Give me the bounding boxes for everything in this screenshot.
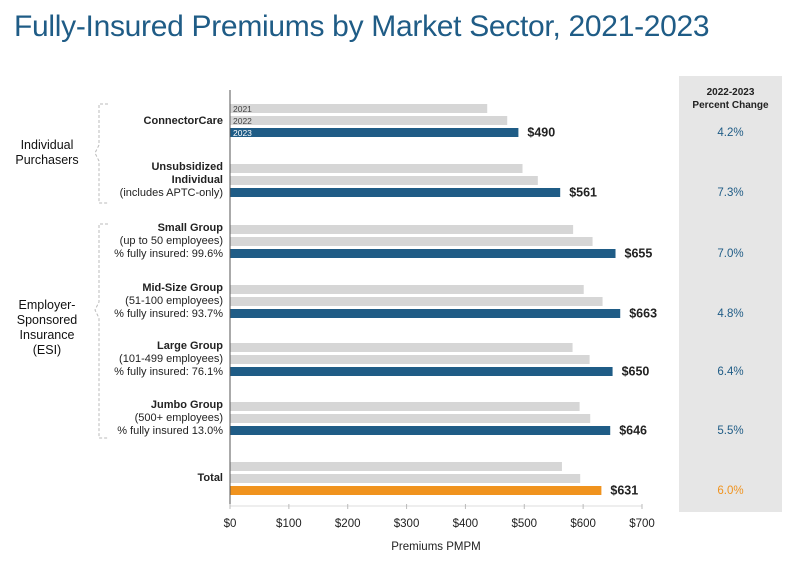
bar-2022	[230, 297, 603, 306]
category-label-line: Small Group	[157, 222, 223, 234]
category-label-line: Individual	[171, 174, 223, 186]
percent-change-value: 7.0%	[717, 248, 744, 260]
data-label-2023: $490	[527, 126, 555, 140]
percent-change-header: 2022-2023 Percent Change	[679, 86, 782, 112]
data-label-2023: $631	[610, 484, 638, 498]
data-label-2023: $663	[629, 307, 657, 321]
bar-2021	[230, 104, 488, 113]
category-label-line: Jumbo Group	[150, 399, 223, 411]
data-label-2023: $650	[622, 365, 650, 379]
bar-2022	[230, 474, 581, 483]
data-label-2023: $561	[569, 186, 597, 200]
category-label-line: (500+ employees)	[134, 412, 223, 424]
data-label-2023: $646	[619, 424, 647, 438]
bar-2022	[230, 355, 590, 364]
group-label-individual: Individual Purchasers	[0, 138, 94, 168]
group-label-esi: Employer- Sponsored Insurance (ESI)	[0, 298, 94, 358]
x-tick-label: $600	[570, 518, 596, 530]
category-label-line: % fully insured: 99.6%	[114, 248, 223, 260]
bar-2022	[230, 414, 591, 423]
group-bracket	[94, 223, 108, 439]
category-label-line: ConnectorCare	[143, 115, 223, 127]
x-tick-label: $700	[629, 518, 655, 530]
percent-change-header-line1: 2022-2023	[706, 87, 755, 98]
category-label-line: (up to 50 employees)	[119, 235, 223, 247]
x-tick-label: $300	[394, 518, 420, 530]
series-label: 2023	[233, 128, 252, 138]
x-tick-label: $0	[224, 518, 237, 530]
percent-change-value: 6.4%	[717, 366, 744, 378]
series-label: 2022	[233, 116, 252, 126]
x-tick-label: $200	[335, 518, 361, 530]
category-label: Large Group (101-499 employees)% fully in…	[114, 340, 223, 379]
x-axis-label: Premiums PMPM	[391, 541, 481, 553]
x-tick-label: $400	[453, 518, 479, 530]
percent-change-header-line2: Percent Change	[692, 100, 769, 111]
bar-2023	[230, 367, 613, 376]
percent-change-panel	[679, 76, 782, 512]
bar-2021	[230, 164, 523, 173]
bar-2021	[230, 285, 584, 294]
x-tick-label: $500	[511, 518, 537, 530]
percent-change-value: 5.5%	[717, 425, 744, 437]
group-label-line: Employer-	[18, 298, 76, 312]
group-label-line: Individual	[20, 138, 74, 152]
percent-change-value: 4.8%	[717, 308, 744, 320]
category-label-line: % fully insured: 76.1%	[114, 366, 223, 378]
group-label-line: (ESI)	[32, 343, 62, 357]
bar-2023	[230, 426, 611, 435]
category-label-line: Mid-Size Group	[142, 282, 223, 294]
bar-2021	[230, 462, 562, 471]
percent-change-value: 4.2%	[717, 127, 744, 139]
category-label: ConnectorCare	[144, 115, 223, 128]
category-label-line: Total	[197, 472, 223, 484]
bar-2023	[230, 128, 519, 137]
bar-2023	[230, 188, 561, 197]
category-label: Small Group (up to 50 employees)% fully i…	[114, 222, 223, 261]
bar-2021	[230, 402, 580, 411]
bar-2021	[230, 225, 574, 234]
category-label-line: (101-499 employees)	[119, 353, 223, 365]
percent-change-value: 7.3%	[717, 187, 744, 199]
bar-2023	[230, 309, 621, 318]
percent-change-value: 6.0%	[717, 485, 744, 497]
category-label-line: (includes APTC-only)	[119, 187, 223, 199]
group-label-line: Purchasers	[15, 153, 79, 167]
bar-2022	[230, 237, 593, 246]
page-title: Fully-Insured Premiums by Market Sector,…	[14, 10, 710, 43]
bar-2023	[230, 486, 602, 495]
group-label-line: Sponsored	[16, 313, 78, 327]
category-label: Mid-Size Group (51-100 employees)% fully …	[114, 282, 223, 321]
bar-2022	[230, 116, 508, 125]
series-label: 2021	[233, 104, 252, 114]
category-label: Total	[198, 472, 223, 485]
bar-2022	[230, 176, 538, 185]
category-label-line: (51-100 employees)	[125, 295, 223, 307]
category-label: Unsubsidized Individual (includes APTC-onl…	[120, 161, 223, 200]
category-label: Jumbo Group (500+ employees)% fully insur…	[117, 399, 223, 438]
x-tick-label: $100	[276, 518, 302, 530]
group-bracket	[94, 103, 108, 204]
bar-2021	[230, 343, 573, 352]
data-label-2023: $655	[625, 247, 653, 261]
category-label-line: Unsubsidized	[151, 161, 223, 173]
bar-2023	[230, 249, 616, 258]
group-label-line: Insurance	[19, 328, 75, 342]
category-label-line: % fully insured 13.0%	[117, 425, 223, 437]
category-label-line: Large Group	[156, 340, 223, 352]
category-label-line: % fully insured: 93.7%	[114, 308, 223, 320]
